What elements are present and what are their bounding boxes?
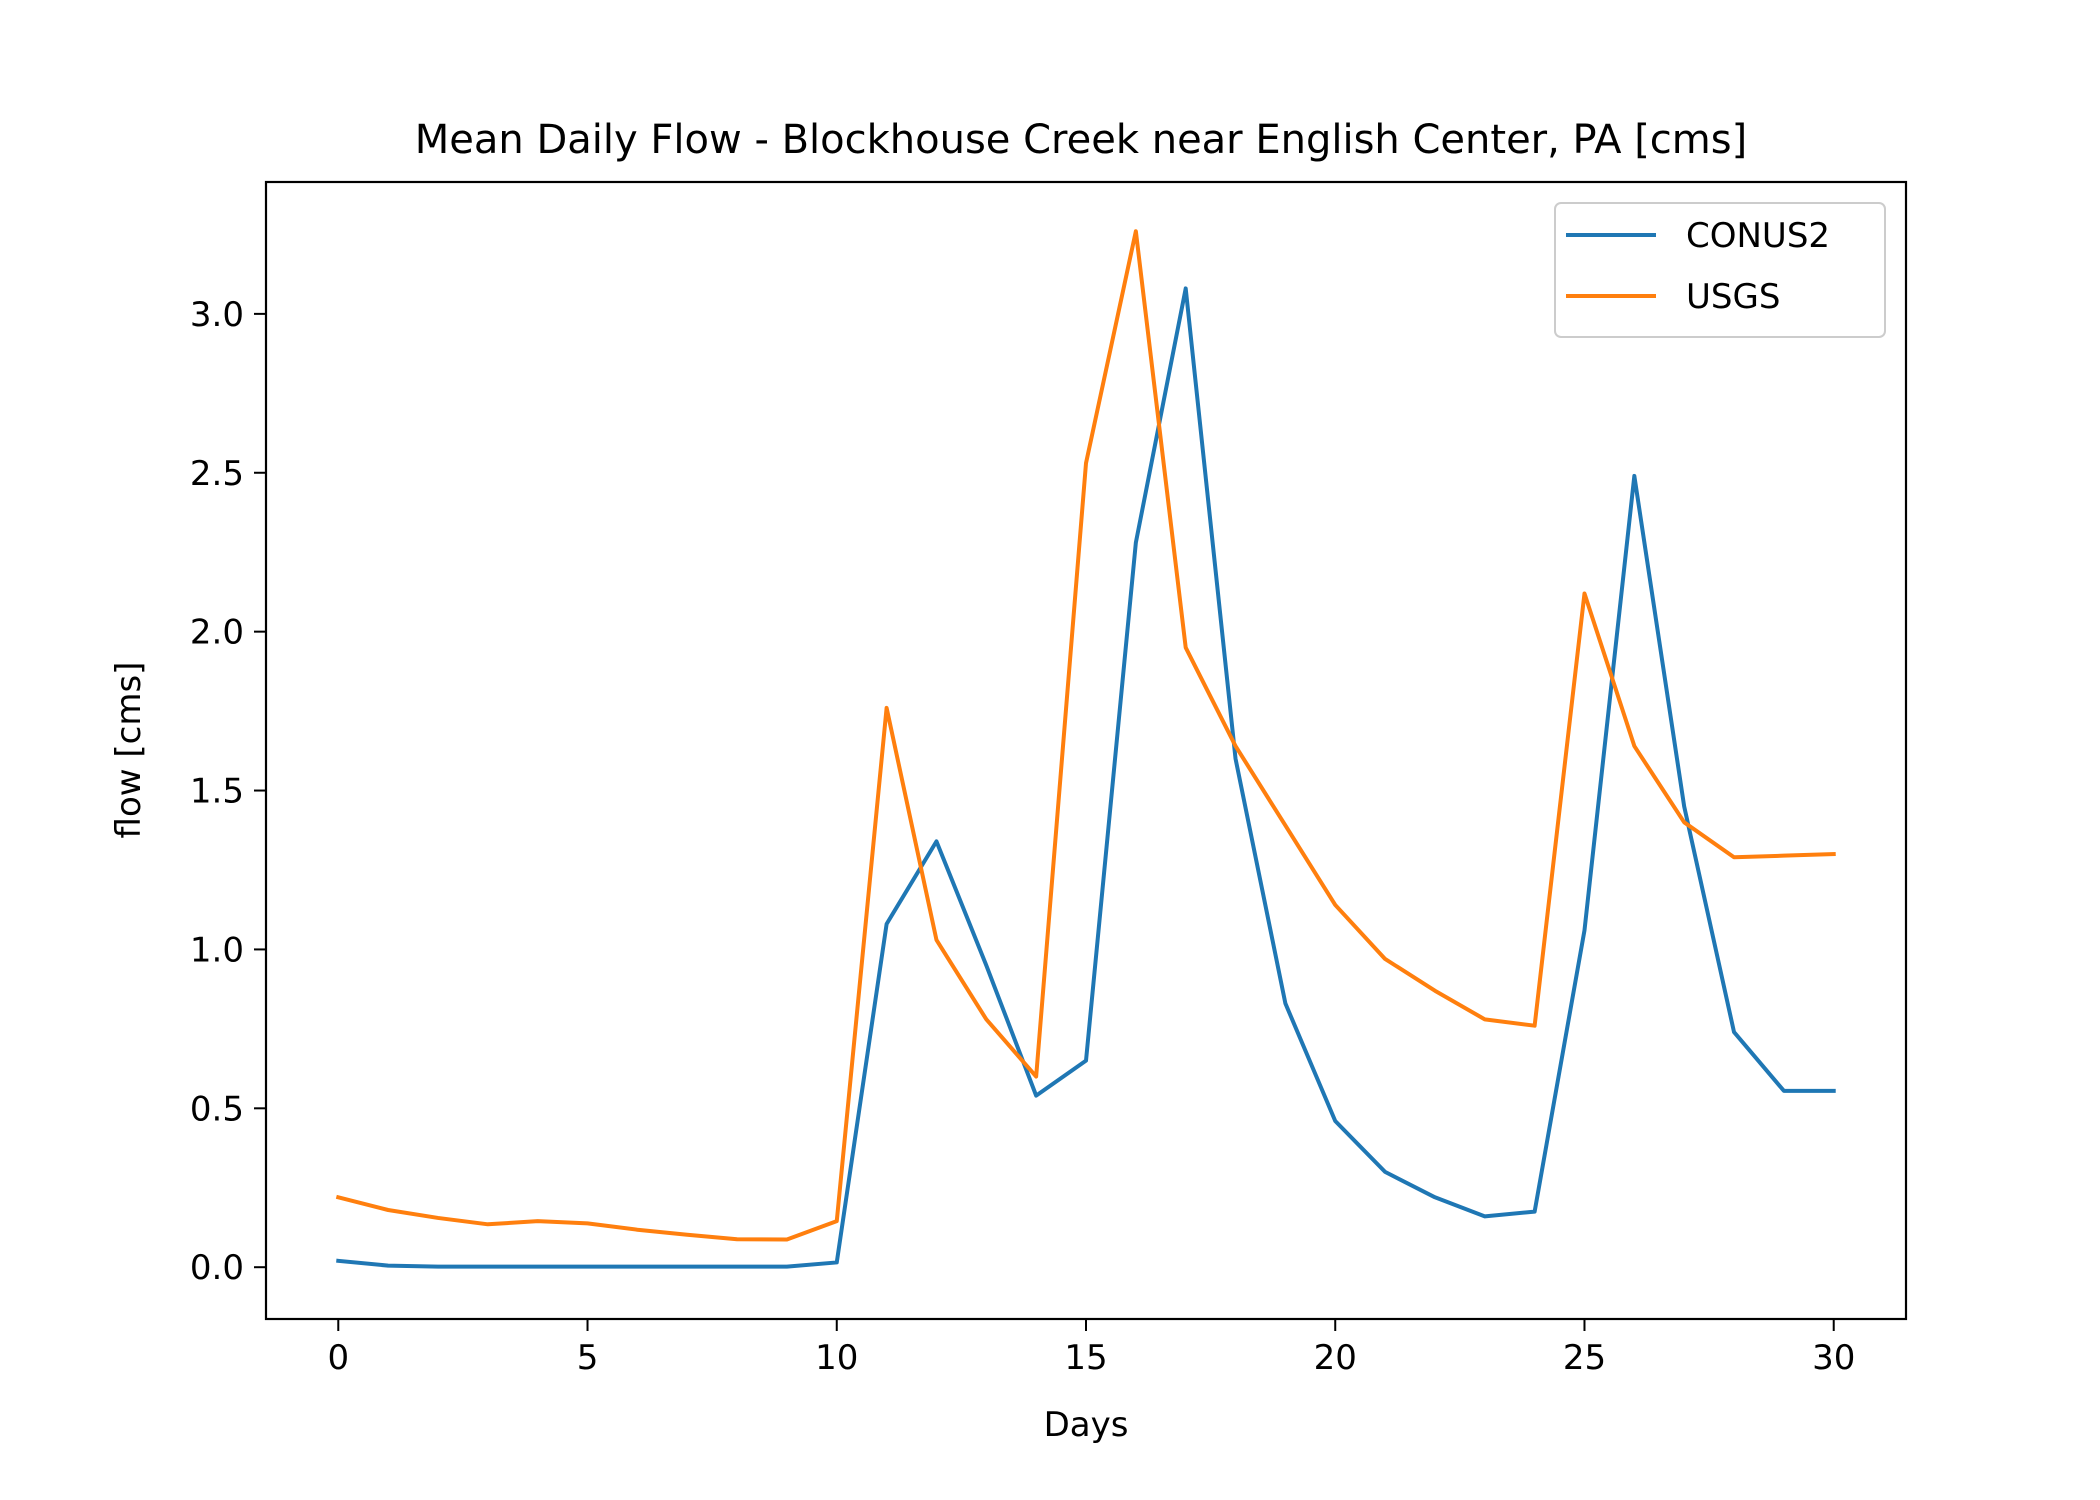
x-tick-label: 10 [815,1338,858,1378]
chart-title: Mean Daily Flow - Blockhouse Creek near … [415,117,1747,163]
x-axis-label: Days [1044,1405,1129,1445]
x-tick-label: 15 [1064,1338,1107,1378]
y-tick-label: 3.0 [190,295,244,335]
legend-label-conus2: CONUS2 [1686,216,1830,256]
x-tick-label: 0 [327,1338,349,1378]
y-tick-label: 2.5 [190,454,244,494]
x-tick-label: 25 [1563,1338,1606,1378]
series-line-usgs [335,229,1836,1242]
x-axis-ticks: 0 5 10 15 20 25 30 [327,1319,1855,1378]
y-tick-label: 1.5 [190,772,244,812]
x-tick-label: 30 [1812,1338,1855,1378]
series-layer [335,229,1836,1269]
y-tick-label: 2.0 [190,613,244,653]
y-axis-label: flow [cms] [109,662,149,839]
x-tick-label: 20 [1314,1338,1357,1378]
legend: CONUS2 USGS [1554,202,1886,338]
x-tick-label: 5 [577,1338,599,1378]
y-tick-label: 0.5 [190,1089,244,1129]
y-axis-ticks: 0.0 0.5 1.0 1.5 2.0 2.5 3.0 [190,295,266,1288]
y-tick-label: 0.0 [190,1248,244,1288]
y-tick-label: 1.0 [190,930,244,970]
series-line-conus2 [336,286,1836,1269]
legend-label-usgs: USGS [1686,277,1780,317]
